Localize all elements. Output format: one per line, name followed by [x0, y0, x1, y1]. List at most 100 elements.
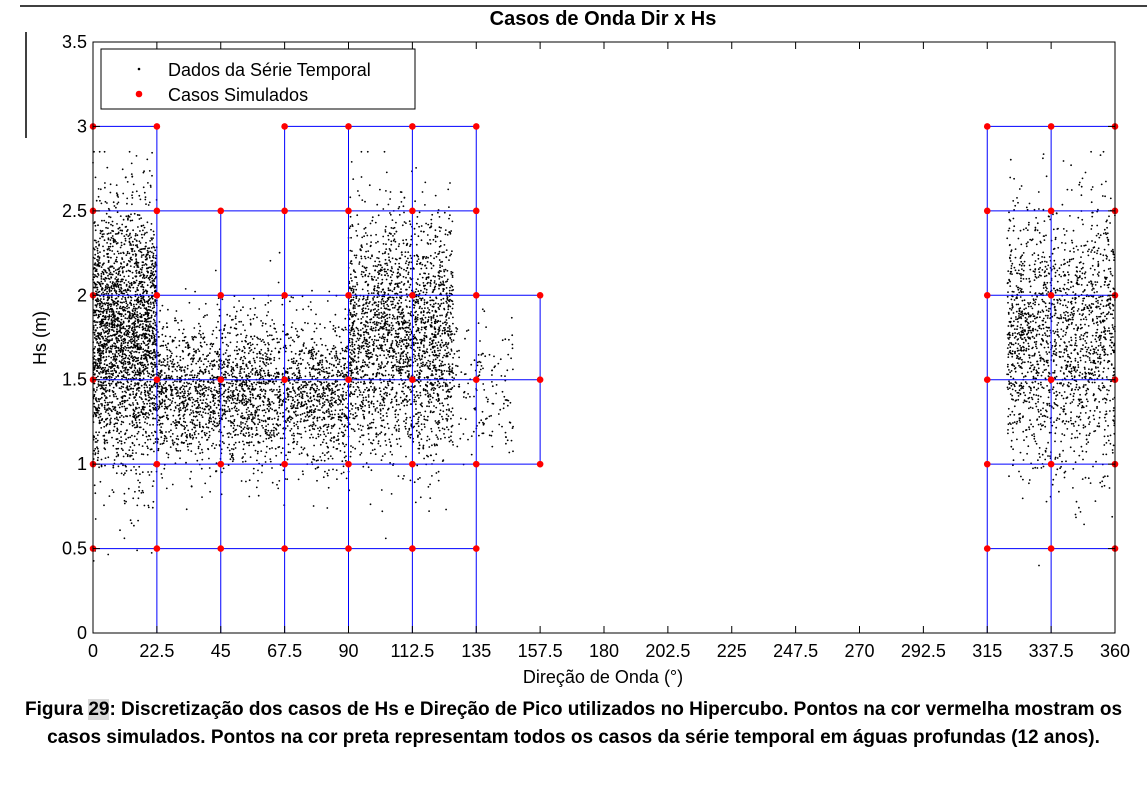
time-series-point: [131, 194, 133, 197]
time-series-point: [149, 387, 152, 390]
time-series-point: [217, 392, 220, 395]
time-series-point: [320, 382, 323, 385]
time-series-point: [107, 403, 110, 406]
time-series-point: [207, 412, 210, 415]
time-series-point: [274, 394, 276, 396]
time-series-point: [160, 426, 163, 428]
time-series-point: [112, 239, 115, 242]
time-series-point: [98, 150, 101, 153]
time-series-point: [272, 432, 275, 434]
time-series-point: [112, 429, 115, 432]
time-series-point: [109, 305, 112, 308]
time-series-point: [338, 374, 341, 377]
time-series-point: [99, 415, 102, 418]
time-series-point: [142, 295, 145, 298]
time-series-point: [140, 297, 143, 300]
time-series-point: [99, 320, 102, 323]
time-series-point: [123, 360, 126, 362]
time-series-point: [153, 277, 156, 280]
time-series-point: [190, 412, 193, 414]
time-series-point: [252, 396, 255, 399]
time-series-point: [218, 353, 221, 356]
time-series-point: [144, 198, 147, 201]
time-series-point: [243, 404, 246, 407]
time-series-point: [343, 399, 345, 401]
time-series-point: [271, 447, 273, 449]
time-series-point: [181, 384, 184, 387]
time-series-point: [333, 441, 335, 443]
time-series-point: [94, 253, 97, 256]
time-series-point: [324, 344, 327, 347]
time-series-point: [100, 333, 102, 335]
time-series-point: [100, 396, 103, 399]
time-series-point: [321, 359, 324, 361]
time-series-point: [131, 376, 134, 379]
time-series-point: [108, 303, 111, 306]
time-series-point: [332, 324, 335, 327]
time-series-point: [93, 366, 96, 369]
time-series-point: [224, 376, 227, 378]
time-series-point: [248, 495, 251, 498]
time-series-point: [105, 397, 107, 400]
time-series-point: [263, 414, 265, 417]
time-series-point: [119, 350, 122, 353]
time-series-point: [140, 299, 143, 302]
time-series-point: [100, 403, 102, 405]
time-series-point: [345, 397, 347, 400]
time-series-point: [292, 362, 295, 365]
time-series-point: [115, 318, 117, 321]
time-series-point: [108, 414, 111, 417]
time-series-point: [326, 429, 329, 431]
time-series-point: [163, 372, 166, 374]
time-series-point: [130, 162, 133, 165]
time-series-point: [190, 371, 193, 373]
time-series-point: [100, 354, 102, 357]
time-series-point: [198, 329, 201, 332]
time-series-point: [140, 251, 143, 254]
time-series-point: [322, 411, 324, 414]
time-series-point: [322, 402, 324, 405]
time-series-point: [150, 246, 153, 249]
time-series-point: [277, 395, 280, 398]
time-series-point: [108, 495, 111, 497]
time-series-point: [339, 352, 342, 355]
time-series-point: [128, 373, 131, 376]
time-series-point: [267, 437, 270, 440]
time-series-point: [113, 270, 115, 273]
time-series-point: [108, 308, 111, 311]
time-series-point: [243, 401, 246, 404]
time-series-point: [233, 349, 236, 352]
time-series-point: [296, 443, 298, 446]
time-series-point: [102, 263, 105, 265]
time-series-point: [122, 357, 125, 360]
time-series-point: [257, 405, 260, 408]
time-series-point: [266, 335, 269, 337]
time-series-point: [138, 240, 141, 243]
time-series-point: [154, 263, 157, 265]
time-series-point: [259, 404, 262, 407]
time-series-point: [341, 413, 343, 416]
time-series-point: [122, 295, 124, 298]
time-series-point: [169, 408, 172, 411]
time-series-point: [162, 442, 165, 445]
time-series-point: [254, 449, 257, 452]
time-series-point: [255, 383, 258, 386]
time-series-point: [224, 370, 227, 373]
time-series-point: [93, 257, 96, 260]
time-series-point: [179, 392, 182, 394]
time-series-point: [254, 414, 257, 417]
time-series-point: [244, 435, 247, 437]
time-series-point: [277, 415, 280, 418]
time-series-point: [336, 389, 339, 392]
time-series-point: [98, 431, 100, 434]
time-series-point: [126, 229, 129, 231]
time-series-point: [134, 281, 137, 284]
time-series-point: [112, 444, 115, 447]
time-series-point: [272, 338, 275, 341]
time-series-point: [317, 409, 320, 411]
time-series-point: [123, 292, 125, 295]
time-series-point: [208, 434, 211, 437]
time-series-point: [100, 331, 103, 334]
time-series-point: [97, 332, 100, 335]
time-series-point: [235, 386, 238, 389]
